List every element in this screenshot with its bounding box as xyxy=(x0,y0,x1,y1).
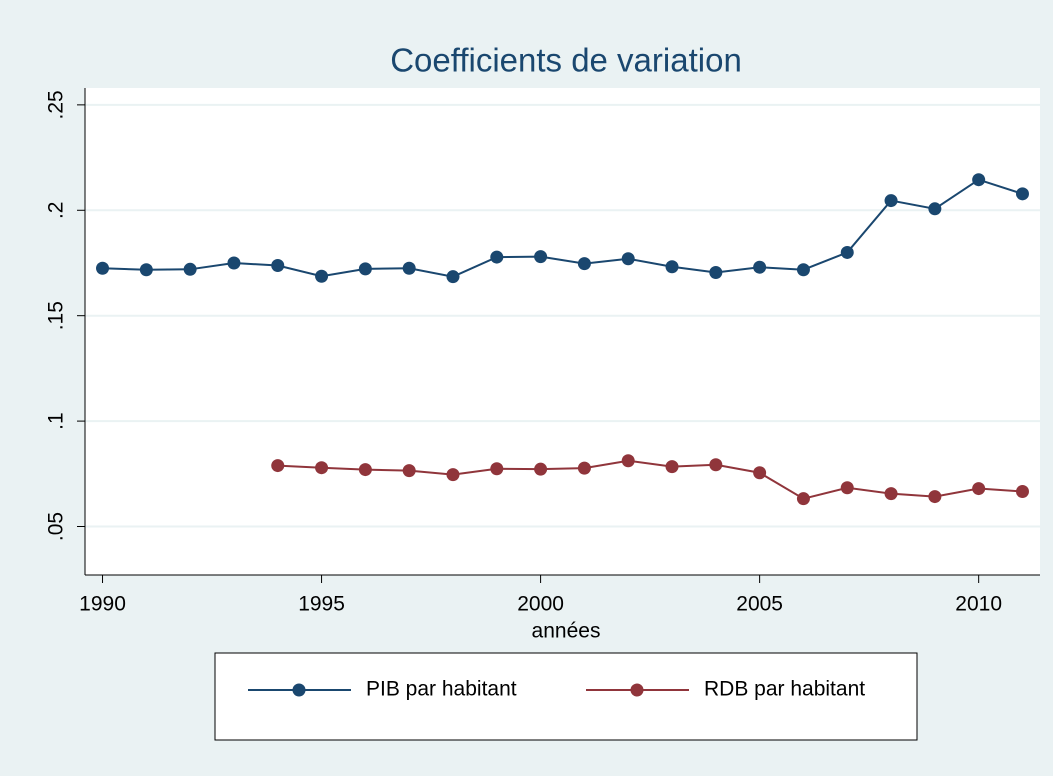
data-point xyxy=(796,492,810,506)
data-point xyxy=(271,459,285,473)
legend-marker xyxy=(292,683,306,697)
x-tick-label: 1990 xyxy=(79,593,126,616)
y-tick-label: .25 xyxy=(45,90,68,119)
legend-label: PIB par habitant xyxy=(366,678,517,701)
data-point xyxy=(139,263,153,277)
data-point xyxy=(753,466,767,480)
data-point xyxy=(490,250,504,264)
data-point xyxy=(840,245,854,259)
x-tick-label: 1995 xyxy=(298,593,345,616)
data-point xyxy=(183,262,197,276)
data-point xyxy=(446,468,460,482)
data-point xyxy=(753,260,767,274)
data-point xyxy=(1015,485,1029,499)
data-point xyxy=(577,461,591,475)
data-point xyxy=(96,261,110,275)
data-point xyxy=(402,261,416,275)
data-point xyxy=(665,260,679,274)
chart-title: Coefficients de variation xyxy=(390,42,742,79)
data-point xyxy=(796,263,810,277)
x-tick-label: 2000 xyxy=(517,593,564,616)
data-point xyxy=(928,202,942,216)
data-point xyxy=(534,462,548,476)
data-point xyxy=(446,270,460,284)
data-point xyxy=(665,460,679,474)
data-point xyxy=(972,482,986,496)
data-point xyxy=(577,257,591,271)
series-line xyxy=(277,459,1023,500)
data-point xyxy=(621,454,635,468)
data-point xyxy=(928,490,942,504)
legend xyxy=(214,652,918,741)
data-point xyxy=(534,250,548,264)
data-point xyxy=(709,265,723,279)
plot-area xyxy=(85,88,1040,575)
data-point xyxy=(972,173,986,187)
y-tick-label: .15 xyxy=(45,301,68,330)
y-tick-label: .2 xyxy=(45,202,68,220)
x-axis-label: années xyxy=(532,620,601,643)
legend-marker xyxy=(630,683,644,697)
legend-label: RDB par habitant xyxy=(704,678,865,701)
data-point xyxy=(315,269,329,283)
data-point xyxy=(271,259,285,273)
data-point xyxy=(358,262,372,276)
data-point xyxy=(358,463,372,477)
x-tick-label: 2005 xyxy=(736,593,783,616)
data-point xyxy=(1015,187,1029,201)
data-point xyxy=(709,458,723,472)
data-point xyxy=(884,487,898,501)
data-point xyxy=(840,481,854,495)
x-tick-label: 2010 xyxy=(955,593,1002,616)
y-tick-label: .05 xyxy=(45,512,68,541)
y-tick-label: .1 xyxy=(45,412,68,430)
data-point xyxy=(402,464,416,478)
data-point xyxy=(315,461,329,475)
data-point xyxy=(490,462,504,476)
data-point xyxy=(227,256,241,270)
data-point xyxy=(621,252,635,266)
series-line xyxy=(102,178,1023,278)
data-point xyxy=(884,194,898,208)
